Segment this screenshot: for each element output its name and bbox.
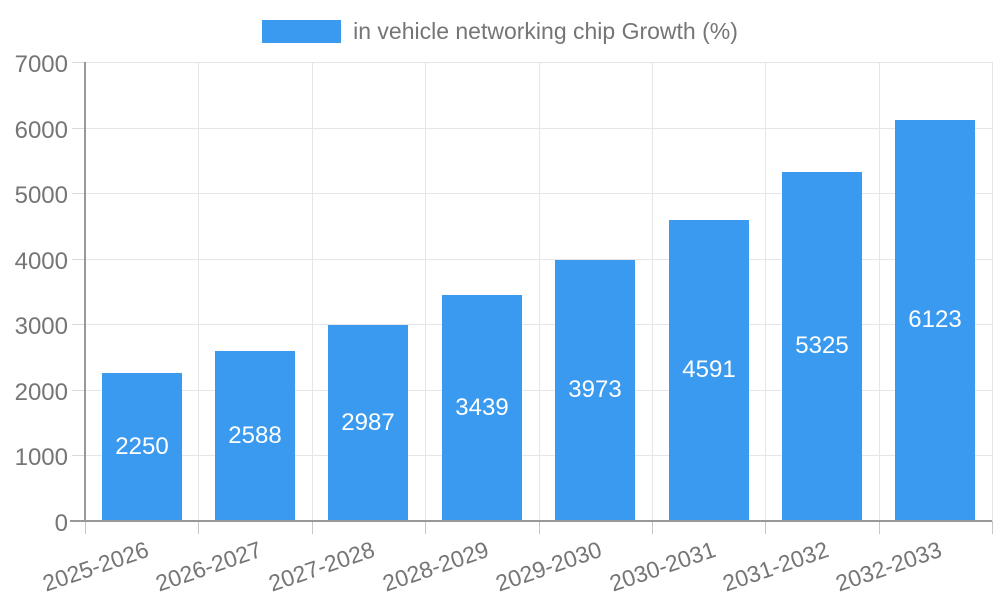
y-grid-line [85, 455, 992, 456]
bar-value-label: 2987 [341, 408, 395, 436]
x-grid-line [312, 62, 313, 521]
y-tick-label: 1000 [14, 444, 68, 471]
bar-value-label: 3439 [455, 393, 509, 421]
y-tick [72, 455, 85, 456]
y-tick [72, 128, 85, 129]
x-tick [312, 521, 313, 534]
x-tick [992, 521, 993, 534]
bar[interactable]: 3973 [555, 260, 635, 520]
bar[interactable]: 4591 [669, 220, 749, 520]
x-tick [85, 521, 86, 534]
x-grid-line [425, 62, 426, 521]
y-tick [72, 259, 85, 260]
bar-value-label: 3973 [568, 376, 622, 403]
y-grid-line [85, 62, 992, 63]
x-grid-line [652, 62, 653, 521]
x-tick [765, 521, 766, 534]
y-axis-line [84, 62, 86, 522]
x-grid-line [765, 62, 766, 521]
legend-swatch [262, 20, 342, 43]
y-tick [72, 390, 85, 391]
x-tick [652, 521, 653, 534]
y-tick [72, 324, 85, 325]
y-tick-label: 2000 [14, 379, 68, 406]
chart-legend[interactable]: in vehicle networking chip Growth (%) [0, 18, 1000, 45]
bar-value-label: 2250 [115, 432, 169, 460]
x-axis-line [70, 520, 992, 522]
y-tick-label: 0 [54, 510, 68, 537]
bar[interactable]: 5325 [782, 172, 862, 520]
x-grid-line [539, 62, 540, 521]
x-grid-line [992, 62, 993, 521]
y-grid-line [85, 390, 992, 391]
x-tick [539, 521, 540, 534]
x-grid-line [879, 62, 880, 521]
y-grid-line [85, 193, 992, 194]
y-tick-label: 4000 [14, 248, 68, 275]
y-grid-line [85, 324, 992, 325]
x-tick [879, 521, 880, 534]
bar-value-label: 4591 [682, 356, 736, 383]
bar-value-label: 2588 [228, 421, 282, 449]
y-tick-label: 5000 [14, 182, 68, 209]
y-tick-label: 7000 [14, 51, 68, 78]
bar[interactable]: 2987 [328, 325, 408, 520]
bar-value-label: 6123 [908, 306, 962, 333]
y-tick [72, 62, 85, 63]
y-tick [72, 193, 85, 194]
y-tick-label: 6000 [14, 117, 68, 144]
x-tick [425, 521, 426, 534]
y-grid-line [85, 128, 992, 129]
bar[interactable]: 2250 [102, 373, 182, 520]
legend-label: in vehicle networking chip Growth (%) [353, 18, 738, 44]
x-grid-line [198, 62, 199, 521]
bar[interactable]: 2588 [215, 351, 295, 520]
bar-value-label: 5325 [795, 332, 849, 359]
bar[interactable]: 3439 [442, 295, 522, 520]
y-tick-label: 3000 [14, 313, 68, 340]
y-grid-line [85, 259, 992, 260]
x-tick [198, 521, 199, 534]
bar[interactable]: 6123 [895, 120, 975, 520]
